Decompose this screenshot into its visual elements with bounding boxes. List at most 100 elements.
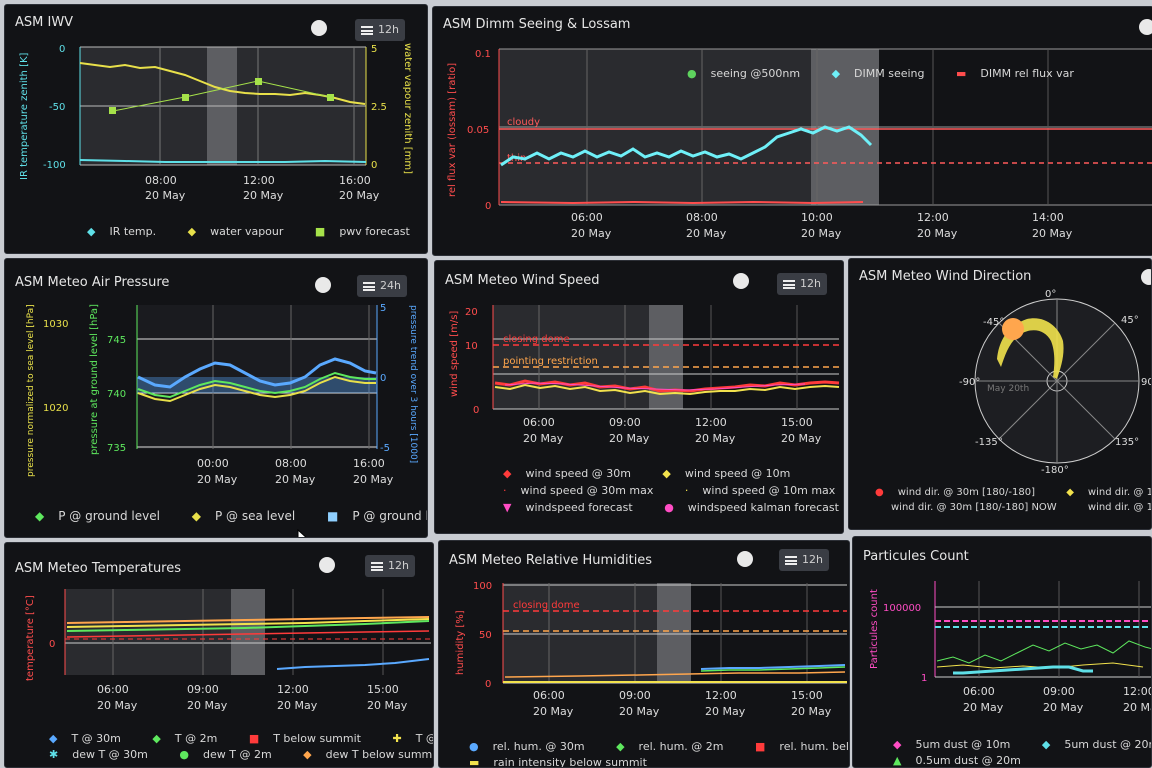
legend-item[interactable]: ◆ wind speed @ 10m: [662, 467, 791, 480]
range-menu-button[interactable]: 24h: [357, 275, 407, 297]
legend-item[interactable]: ■ P @ ground level 3h trend: [327, 509, 427, 523]
x-tick: 06:00: [533, 689, 565, 702]
x-date: 20 May: [243, 189, 284, 202]
y-tick: 50: [479, 630, 492, 641]
legend: ◆ T @ 30m ◆ T @ 2m ■ T below summit ✚ T …: [49, 731, 434, 763]
legend-item[interactable]: ● rel. hum. @ 30m: [469, 740, 585, 753]
legend-item[interactable]: ▼ windspeed forecast: [503, 501, 633, 514]
menu-icon: [371, 561, 383, 571]
y3-tick: -5: [380, 443, 390, 454]
angle-label: -45°: [983, 317, 1004, 328]
y-tick: 100000: [883, 603, 921, 614]
legend-item[interactable]: ◆ 5um dust @ 10m: [893, 738, 1011, 751]
legend-item[interactable]: ● seeing @500nm: [687, 67, 801, 80]
legend-item[interactable]: ■ T below summit: [248, 732, 361, 745]
y-left-tick: -50: [49, 102, 65, 113]
y2-tick: 740: [107, 389, 126, 400]
range-label: 12h: [800, 277, 821, 290]
panel-title: ASM Meteo Relative Humidities: [449, 553, 653, 568]
toggle-dot-button[interactable]: [315, 277, 331, 293]
legend-item[interactable]: ■ pwv forecast: [314, 225, 410, 238]
toggle-dot-button[interactable]: [737, 551, 753, 567]
panel-asm-temperatures: ASM Meteo Temperatures 12h 0 temperature…: [4, 542, 434, 768]
range-menu-button[interactable]: 12h: [779, 549, 829, 571]
legend-item[interactable]: ▬ rain intensity below summit: [469, 756, 647, 768]
menu-icon: [783, 279, 795, 289]
legend-item[interactable]: wind dir. @ 30m [180/-180] NOW: [891, 502, 1057, 513]
legend: ◆ P @ ground level ◆ P @ sea level ■ P @…: [35, 509, 427, 523]
range-menu-button[interactable]: 12h: [777, 273, 827, 295]
x-tick: 12:00: [277, 683, 309, 696]
legend-item[interactable]: ◆ wind dir. @ 10m [180/-180]: [1066, 487, 1151, 498]
legend-item[interactable]: ◆ 5um dust @ 20m: [1041, 738, 1152, 751]
panel-title: ASM Meteo Air Pressure: [15, 275, 170, 290]
toggle-dot-button[interactable]: [1141, 269, 1151, 285]
toggle-dot-button[interactable]: [1139, 19, 1152, 35]
y1-label: pressure normalized to sea level [hPa]: [26, 304, 36, 477]
x-tick: 15:00: [781, 416, 813, 429]
angle-label: 90°: [1141, 377, 1152, 388]
legend-item[interactable]: ◆ rel. hum. @ 2m: [616, 740, 724, 753]
legend-item[interactable]: ● wind dir. @ 30m [180/-180]: [875, 487, 1036, 498]
legend: ● rel. hum. @ 30m ◆ rel. hum. @ 2m ■ rel…: [469, 739, 849, 768]
range-menu-button[interactable]: 12h: [355, 19, 405, 41]
x-date: 20 May: [97, 699, 138, 712]
x-tick: 14:00: [1032, 211, 1064, 224]
legend-item[interactable]: ◆ T @ 30m: [49, 732, 121, 745]
range-menu-button[interactable]: 12h: [365, 555, 415, 577]
legend-item[interactable]: · wind speed @ 30m max: [503, 484, 654, 497]
y-tick: 0: [473, 405, 479, 416]
legend-item[interactable]: ● dew T @ 2m: [179, 748, 272, 761]
x-date: 20 May: [705, 705, 746, 718]
legend-item[interactable]: ◆ IR temp.: [87, 225, 157, 238]
y3-tick: 5: [380, 303, 386, 314]
legend-item[interactable]: · wind speed @ 10m max: [684, 484, 836, 497]
x-date: 20 May: [367, 699, 408, 712]
y-right-tick: 5: [371, 44, 377, 55]
legend-item[interactable]: ◆ wind speed @ 30m: [503, 467, 631, 480]
legend-item[interactable]: ◆ water vapour: [187, 225, 284, 238]
y-label: temperature [°C]: [25, 595, 36, 681]
x-date: 20 May: [1043, 701, 1084, 714]
panel-title: ASM Meteo Wind Direction: [859, 269, 1032, 284]
legend-item[interactable]: ● windspeed kalman forecast: [664, 501, 839, 514]
legend-item[interactable]: ■ rel. hum. below summit: [755, 740, 849, 753]
legend-item[interactable]: wind dir. @ 10: [1087, 502, 1151, 513]
y-tick: 0: [49, 639, 55, 650]
cursor-icon: [297, 529, 307, 537]
particles-chart: 100000 1 Particules count 06:00 20 May 0…: [869, 581, 1152, 714]
y-tick: 100: [473, 581, 492, 592]
x-tick: 08:00: [145, 174, 177, 187]
toggle-dot-button[interactable]: [319, 557, 335, 573]
legend-item[interactable]: ◆ DIMM seeing: [831, 67, 925, 80]
y-right-label: water vapour zenith [mm]: [402, 43, 413, 174]
x-tick: 15:00: [791, 689, 823, 702]
legend-item[interactable]: ▲ 0.5um dust @ 20m: [893, 754, 1021, 767]
range-label: 12h: [378, 23, 399, 36]
x-tick: 10:00: [801, 211, 833, 224]
y-tick: 0.1: [475, 49, 491, 60]
x-date: 20 May: [523, 432, 564, 445]
y1-tick: 1030: [43, 319, 68, 330]
y-left-tick: 0: [59, 44, 65, 55]
x-date: 20 May: [187, 699, 228, 712]
legend-item[interactable]: ✱ dew T @ 30m: [49, 748, 148, 761]
legend-item[interactable]: ◆ T @ 2m: [152, 732, 218, 745]
x-tick: 06:00: [571, 211, 603, 224]
legend: ◆ IR temp. ◆ water vapour ■ pwv forecast: [87, 225, 427, 238]
x-date: 20 May: [963, 701, 1004, 714]
wind-speed-chart: closing dome pointing restriction 20 10 …: [449, 305, 840, 445]
legend-item[interactable]: ▬ DIMM rel flux var: [956, 67, 1074, 80]
x-date: 20 May: [791, 705, 832, 718]
y-tick: 0: [485, 201, 491, 212]
legend-item[interactable]: ◆ P @ sea level: [191, 509, 296, 523]
x-date: 20 Ma: [1123, 701, 1152, 714]
toggle-dot-button[interactable]: [311, 20, 327, 36]
legend-item[interactable]: ◆ dew T below summit: [303, 748, 434, 761]
legend-item[interactable]: ✚ T @ -0.1m: [392, 732, 433, 745]
legend-item[interactable]: ◆ P @ ground level: [35, 509, 160, 523]
annotation-closing-dome: closing dome: [513, 600, 580, 611]
panel-title: ASM Dimm Seeing & Lossam: [443, 17, 631, 32]
toggle-dot-button[interactable]: [733, 273, 749, 289]
temperatures-chart: 0 temperature [°C] 06:00 20 May 09:00 20…: [25, 589, 431, 712]
